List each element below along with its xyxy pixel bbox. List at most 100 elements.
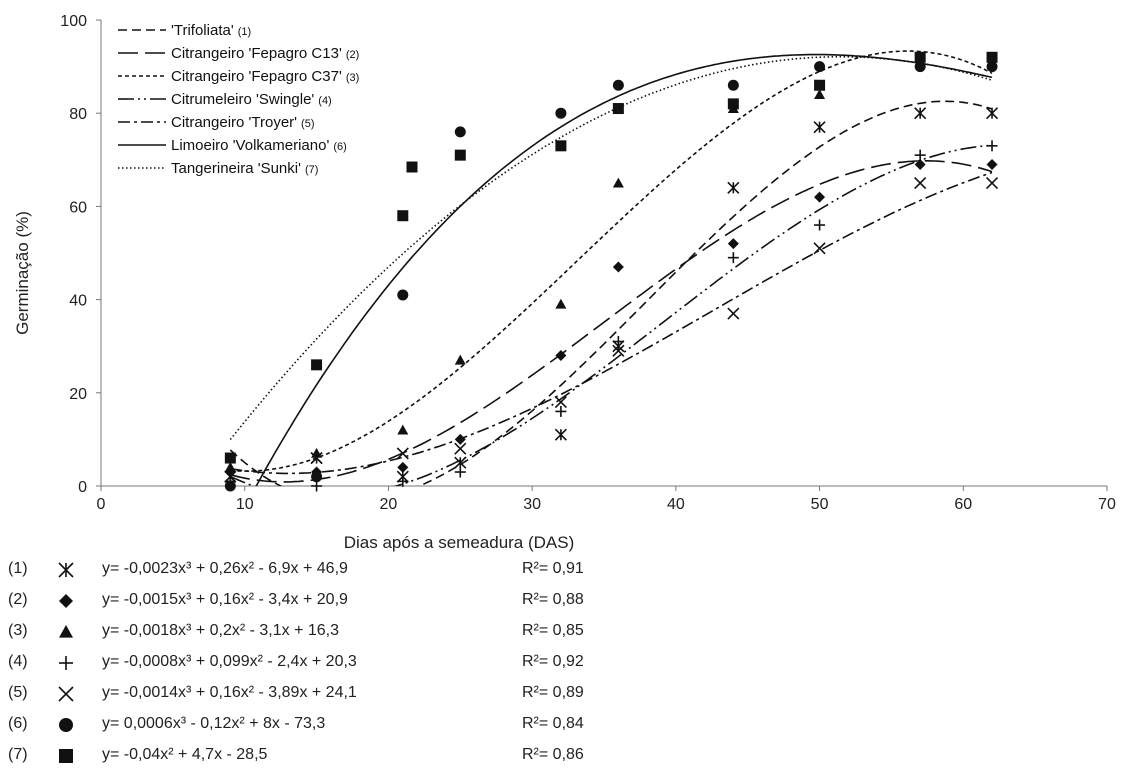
equation-marker-4 (59, 656, 73, 670)
x-tick-label: 30 (523, 496, 541, 513)
data-point-s3 (555, 298, 567, 309)
data-point-s2-shape (727, 238, 739, 250)
equation-text: y= -0,0014x³ + 0,16x² - 3,89x + 24,1 (102, 684, 357, 701)
equation-marker-1 (58, 562, 74, 578)
data-point-s7-shape (814, 79, 826, 91)
data-point-s5 (813, 242, 826, 255)
data-point-s4 (555, 405, 567, 417)
equation-marker-icon (59, 656, 73, 670)
data-point-s6 (612, 79, 624, 91)
data-point-s3 (454, 354, 466, 365)
equation-number: (5) (8, 684, 28, 701)
data-point-s3 (224, 461, 236, 472)
data-point-s5 (914, 177, 927, 190)
equation-row: (3) y= -0,0018x³ + 0,2x² - 3,1x + 16,3 R²=… (0, 618, 1123, 646)
equation-row: (6) y= 0,0006x³ - 0,12x² + 8x - 73,3 R²= 0… (0, 711, 1123, 739)
y-tick-label: 20 (69, 386, 87, 403)
data-point-s7 (914, 51, 926, 63)
data-point-s4 (727, 252, 739, 264)
legend-label-7: Tangerineira 'Sunki' (7) (171, 160, 318, 177)
legend-num-2: (2) (346, 49, 359, 61)
data-point-s5-b (310, 451, 323, 465)
data-point-s5 (985, 177, 999, 190)
legend-label-6: Limoeiro 'Volkameriano' (6) (171, 137, 347, 154)
equation-number: (1) (8, 560, 28, 577)
legend-num-1: (1) (238, 26, 251, 38)
equation-marker-5 (58, 686, 74, 702)
x-tick-label: 50 (811, 496, 829, 513)
equation-row: (5) y= -0,0014x³ + 0,16x² - 3,89x + 24,1 R… (0, 680, 1123, 708)
fit-curves (229, 50, 993, 486)
data-point-s6-shape (612, 79, 624, 91)
data-point-s6 (814, 61, 826, 73)
data-point-s3-shape (311, 447, 323, 458)
fit-curve-series-4 (229, 144, 993, 486)
x-axis-title: Dias após a semeadura (DAS) (344, 533, 575, 552)
y-tick-label: 0 (78, 479, 87, 496)
data-point-s7 (224, 452, 236, 464)
legend-label-4: Citrumeleiro 'Swingle' (4) (171, 91, 332, 108)
r2-value: R²= 0,86 (522, 746, 584, 763)
data-point-s1 (985, 107, 999, 120)
equation-marker-6-shape (59, 718, 73, 732)
equation-text: y= -0,0008x³ + 0,099x² - 2,4x + 20,3 (102, 653, 357, 670)
data-point-s2 (814, 191, 826, 203)
legend: 'Trifoliata' (1) Citrangeiro 'Fepagro C13'… (118, 22, 418, 177)
data-point-s6-shape (814, 61, 826, 73)
data-point-s6 (986, 61, 998, 73)
data-point-s7 (727, 98, 739, 110)
y-tick-label: 80 (69, 106, 87, 123)
legend-label-3: Citrangeiro 'Fepagro C37' (3) (171, 68, 359, 85)
data-point-s7-shape (612, 103, 624, 115)
equation-marker-icon (58, 686, 74, 702)
equation-marker-3 (59, 625, 73, 638)
data-point-s6 (727, 79, 739, 91)
x-tick-label: 40 (667, 496, 685, 513)
legend-num-5: (5) (301, 118, 314, 130)
equation-text: y= -0,0023x³ + 0,26x² - 6,9x + 46,9 (102, 560, 348, 577)
data-point-s3 (814, 89, 826, 99)
data-point-s1 (554, 428, 567, 441)
legend-label-5: Citrangeiro 'Troyer' (5) (171, 114, 315, 131)
data-point-s6-shape (311, 471, 323, 483)
legend-label-2: Citrangeiro 'Fepagro C13' (2) (171, 45, 359, 62)
r2-value: R²= 0,85 (522, 622, 584, 639)
data-point-s6-shape (727, 79, 739, 91)
equation-marker-icon (59, 718, 73, 732)
fit-curve-series-1 (229, 100, 993, 486)
equation-text: y= -0,0015x³ + 0,16x² - 3,4x + 20,9 (102, 591, 348, 608)
data-point-s3 (311, 447, 323, 458)
y-tick-label: 60 (69, 199, 87, 216)
equation-text: y= -0,04x² + 4,7x - 28,5 (102, 746, 268, 763)
legend-label-1: 'Trifoliata' (1) (171, 22, 251, 39)
data-point-s7 (986, 51, 998, 63)
data-point-s3-shape (612, 177, 624, 188)
equation-row: (2) y= -0,0015x³ + 0,16x² - 3,4x + 20,9 R²… (0, 587, 1123, 615)
data-point-s7 (555, 140, 567, 152)
data-point-s7-shape (397, 210, 409, 222)
data-point-s6 (914, 61, 926, 73)
data-point-s5 (454, 442, 467, 455)
data-point-s3-shape (397, 424, 409, 435)
data-point-s2 (555, 350, 567, 362)
equation-row: (4) y= -0,0008x³ + 0,099x² - 2,4x + 20,3 R… (0, 649, 1123, 677)
data-point-s6 (555, 107, 567, 119)
data-point-s3-shape (224, 461, 236, 472)
fit-curve-series-5 (230, 171, 993, 475)
fit-curve-series-6 (255, 53, 993, 486)
data-point-s5-b (813, 242, 826, 255)
x-tick-label: 0 (97, 496, 106, 513)
data-point-s6-shape (986, 61, 998, 73)
data-point-s5-b (224, 470, 237, 483)
equation-marker-icon (58, 562, 74, 578)
data-point-s7-shape (311, 359, 323, 371)
data-point-s5 (224, 470, 237, 483)
equation-marker-3-shape (59, 625, 73, 638)
data-point-s2 (397, 461, 409, 473)
data-point-s3-shape (814, 89, 826, 99)
x-tick-label: 70 (1098, 496, 1116, 513)
data-point-s7-shape (727, 98, 739, 110)
data-point-s1 (727, 181, 740, 194)
equation-text: y= -0,0018x³ + 0,2x² - 3,1x + 16,3 (102, 622, 340, 639)
equation-marker-7 (59, 749, 73, 763)
